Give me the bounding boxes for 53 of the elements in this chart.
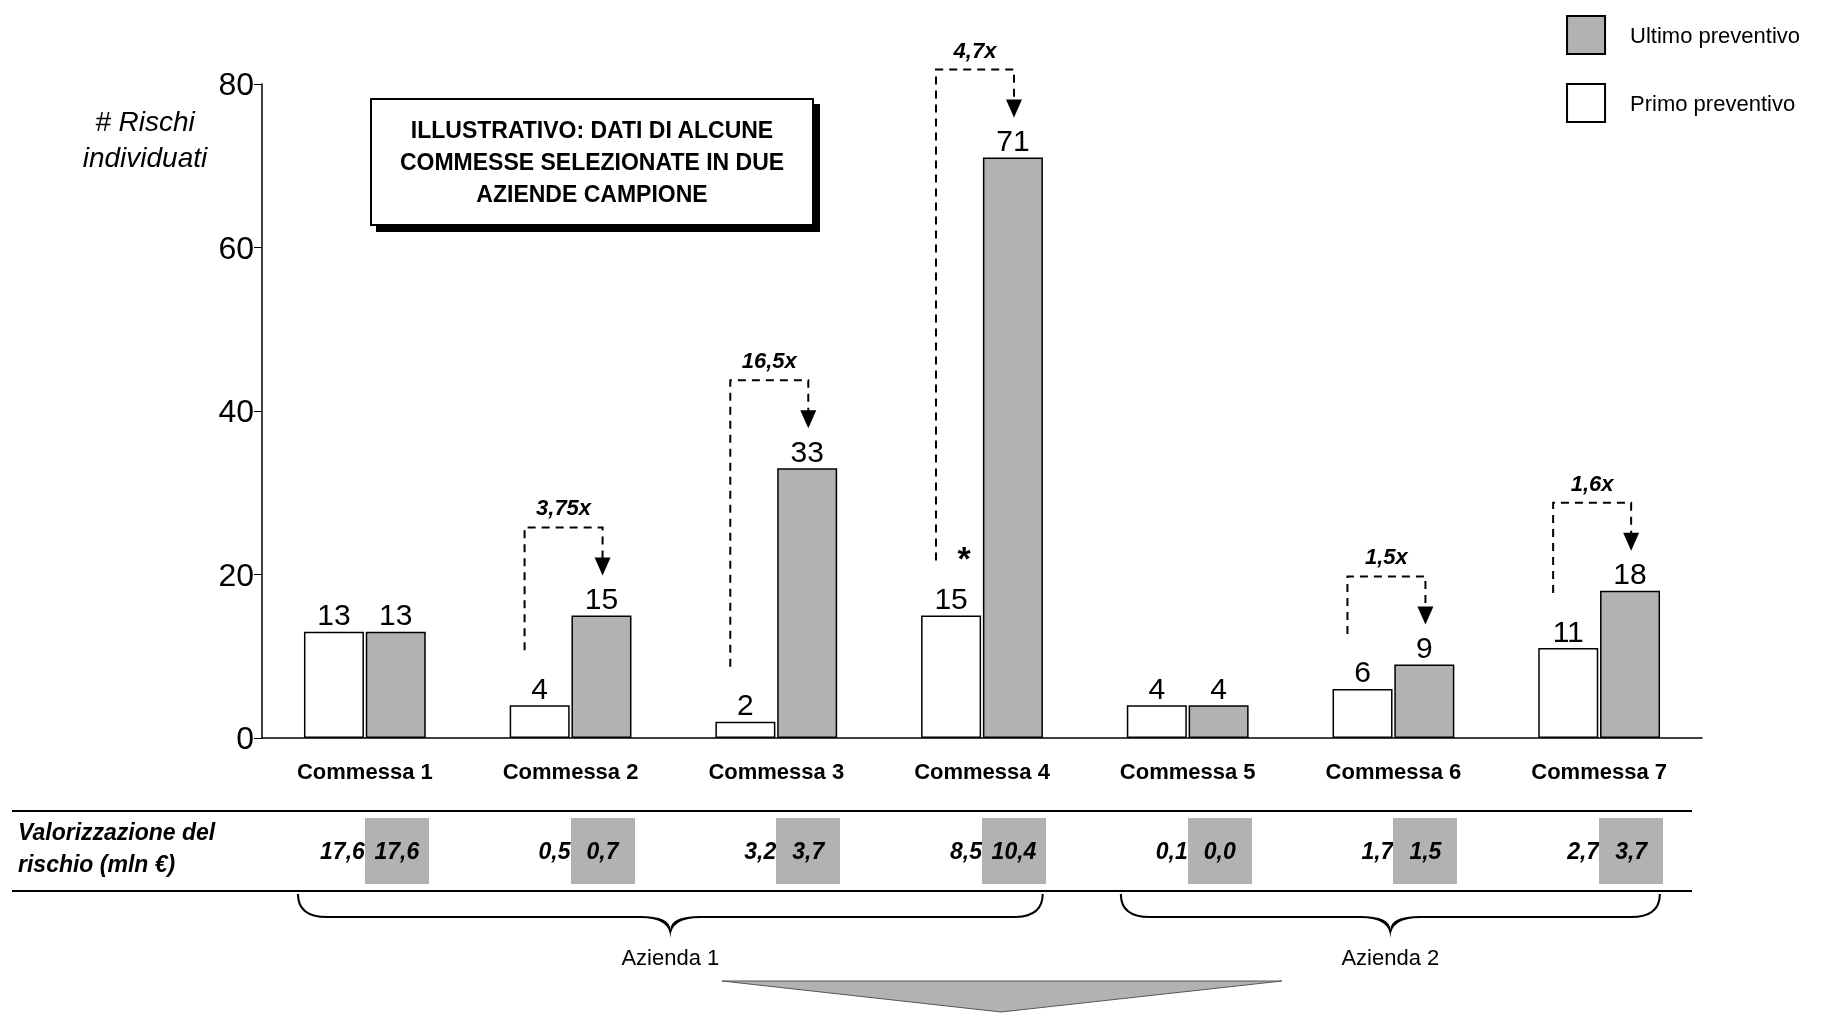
annotation: 1,6x	[1570, 470, 1615, 496]
data-label: 11	[1552, 614, 1584, 648]
text: 0,7	[570, 818, 635, 884]
text: 0,5	[506, 818, 571, 884]
text: 4,7x	[952, 37, 998, 63]
x-tick-label: Commessa 4	[914, 758, 1051, 784]
x-tick-label: Commessa 1	[296, 758, 433, 784]
data-label: 18	[1613, 557, 1647, 591]
data-label: 2	[737, 688, 754, 722]
data-label: 15	[934, 581, 968, 615]
text: 3,7	[776, 818, 841, 884]
y-tick-label: 0	[236, 720, 254, 756]
x-tick-label: Commessa 3	[708, 758, 845, 784]
text: 0,1	[1123, 818, 1188, 884]
y-tick-label: 20	[218, 556, 254, 593]
text: 17,6	[300, 818, 365, 884]
text: 10,4	[982, 818, 1046, 884]
data-label: 33	[790, 434, 824, 468]
text: 8,5	[918, 818, 982, 884]
data-label: 4	[1210, 671, 1227, 705]
x-tick-label: Commessa 6	[1325, 758, 1462, 784]
text: 3,7	[1599, 818, 1664, 884]
data-label: 9	[1415, 630, 1433, 664]
text: 1,7	[1329, 818, 1394, 884]
text: 1,5	[1393, 818, 1458, 884]
text: 0,0	[1187, 818, 1252, 884]
text: 3,2	[712, 818, 777, 884]
x-tick-label: Commessa 5	[1119, 758, 1256, 784]
annotation: *	[957, 539, 972, 578]
text: 17,6	[364, 818, 429, 884]
x-tick-label: Commessa 7	[1531, 758, 1668, 784]
legend-label: Primo preventivo	[1630, 90, 1796, 116]
y-tick-label: 80	[218, 66, 254, 102]
data-label: 4	[531, 671, 549, 705]
text: Valorizzazione del rischio (mln €)	[18, 818, 217, 879]
annotation: 16,5x	[741, 348, 798, 374]
annotation: 3,75x	[536, 495, 592, 521]
annotation: ILLUSTRATIVO: DATI DI ALCUNE COMMESSE SELEZIONATE IN DUE AZIENDE CAMPIONE	[370, 98, 814, 226]
annotation: 1,5x	[1365, 544, 1409, 570]
x-tick-label: Commessa 2	[502, 758, 639, 784]
text: Azienda 1	[621, 945, 720, 970]
data-label: 15	[584, 581, 619, 615]
data-label: 6	[1354, 655, 1371, 689]
data-label: 71	[996, 124, 1030, 158]
data-label: 13	[379, 598, 413, 632]
text: Azienda 2	[1341, 945, 1440, 970]
text: 2,7	[1535, 818, 1600, 884]
y-tick-label: 60	[218, 229, 254, 266]
y-axis-title: # Rischi individuati	[81, 105, 209, 175]
y-tick-label: 40	[218, 393, 254, 429]
legend-label: Ultimo preventivo	[1630, 22, 1800, 48]
data-label: 13	[317, 598, 351, 632]
data-label: 4	[1148, 671, 1166, 705]
